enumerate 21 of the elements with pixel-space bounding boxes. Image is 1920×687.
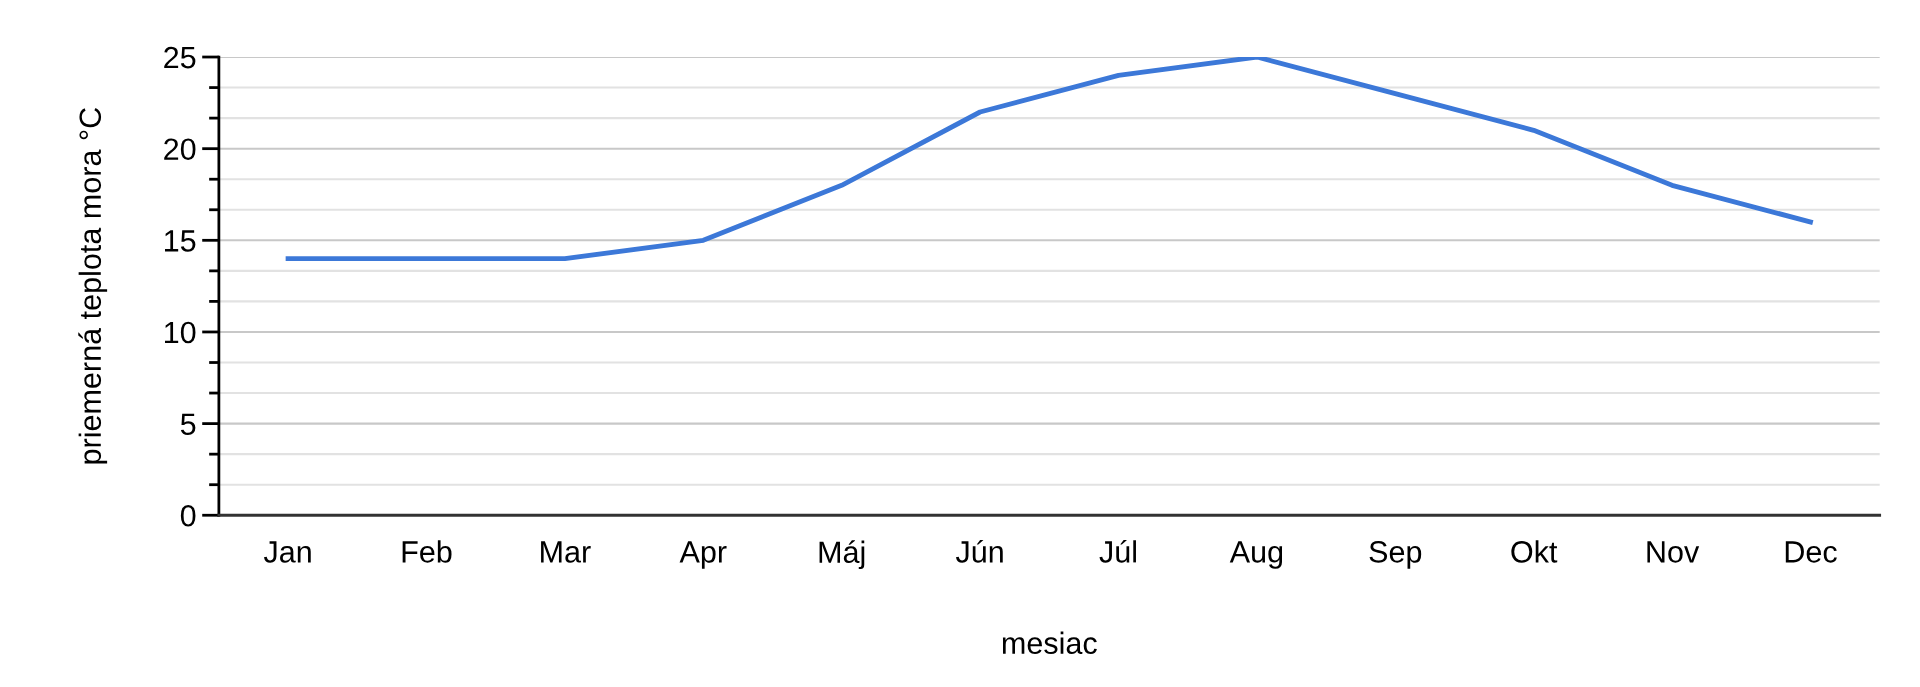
y-tick-label: 10 bbox=[165, 321, 196, 344]
x-tick-label: Feb bbox=[402, 540, 452, 563]
x-tick-label: Sep bbox=[1369, 541, 1422, 569]
y-tick-label: 5 bbox=[180, 413, 196, 435]
x-tick-label: Júl bbox=[1099, 539, 1136, 563]
y-tick-label: 0 bbox=[180, 504, 196, 527]
y-axis-title: priemerná teplota mora °C bbox=[78, 107, 108, 464]
x-tick-label: Mar bbox=[541, 541, 591, 563]
y-tick-label: 20 bbox=[164, 138, 196, 161]
x-tick-label: Jan bbox=[263, 541, 311, 563]
x-tick-label: Okt bbox=[1511, 540, 1558, 563]
x-tick-label: Aug bbox=[1229, 541, 1283, 569]
x-tick-label: Jún bbox=[955, 539, 1003, 563]
line-series bbox=[285, 57, 1813, 262]
y-tick-label: 25 bbox=[164, 46, 196, 69]
x-axis-title: mesiac bbox=[1002, 631, 1097, 655]
x-tick-label: Dec bbox=[1785, 541, 1837, 563]
x-tick-label: Máj bbox=[819, 540, 865, 570]
x-tick-label: Nov bbox=[1647, 541, 1700, 563]
x-tick-label: Apr bbox=[679, 541, 727, 569]
y-tick-label: 15 bbox=[165, 230, 196, 252]
